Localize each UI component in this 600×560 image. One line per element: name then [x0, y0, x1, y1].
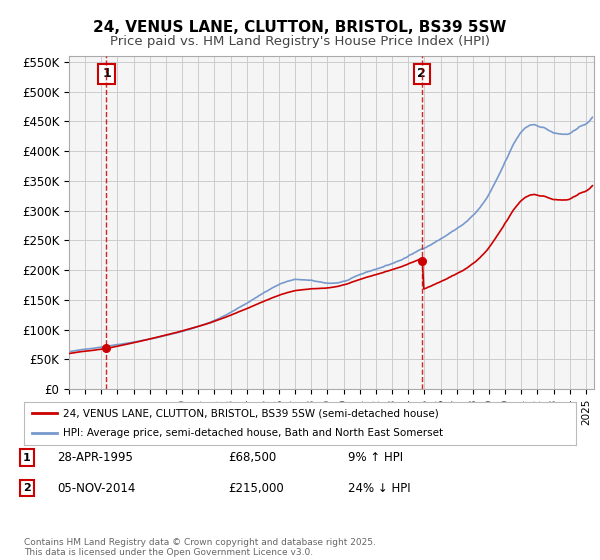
- Text: Price paid vs. HM Land Registry's House Price Index (HPI): Price paid vs. HM Land Registry's House …: [110, 35, 490, 48]
- Text: 1: 1: [23, 452, 31, 463]
- Text: 24, VENUS LANE, CLUTTON, BRISTOL, BS39 5SW (semi-detached house): 24, VENUS LANE, CLUTTON, BRISTOL, BS39 5…: [62, 408, 439, 418]
- Text: 2: 2: [418, 67, 426, 80]
- Text: HPI: Average price, semi-detached house, Bath and North East Somerset: HPI: Average price, semi-detached house,…: [62, 428, 443, 438]
- Text: £68,500: £68,500: [228, 451, 276, 464]
- Text: 24, VENUS LANE, CLUTTON, BRISTOL, BS39 5SW: 24, VENUS LANE, CLUTTON, BRISTOL, BS39 5…: [94, 20, 506, 35]
- Text: 2: 2: [23, 483, 31, 493]
- Text: 9% ↑ HPI: 9% ↑ HPI: [348, 451, 403, 464]
- Text: 28-APR-1995: 28-APR-1995: [57, 451, 133, 464]
- Text: £215,000: £215,000: [228, 482, 284, 495]
- Text: 1: 1: [102, 67, 111, 80]
- Text: 24% ↓ HPI: 24% ↓ HPI: [348, 482, 410, 495]
- Text: 05-NOV-2014: 05-NOV-2014: [57, 482, 136, 495]
- Text: Contains HM Land Registry data © Crown copyright and database right 2025.
This d: Contains HM Land Registry data © Crown c…: [24, 538, 376, 557]
